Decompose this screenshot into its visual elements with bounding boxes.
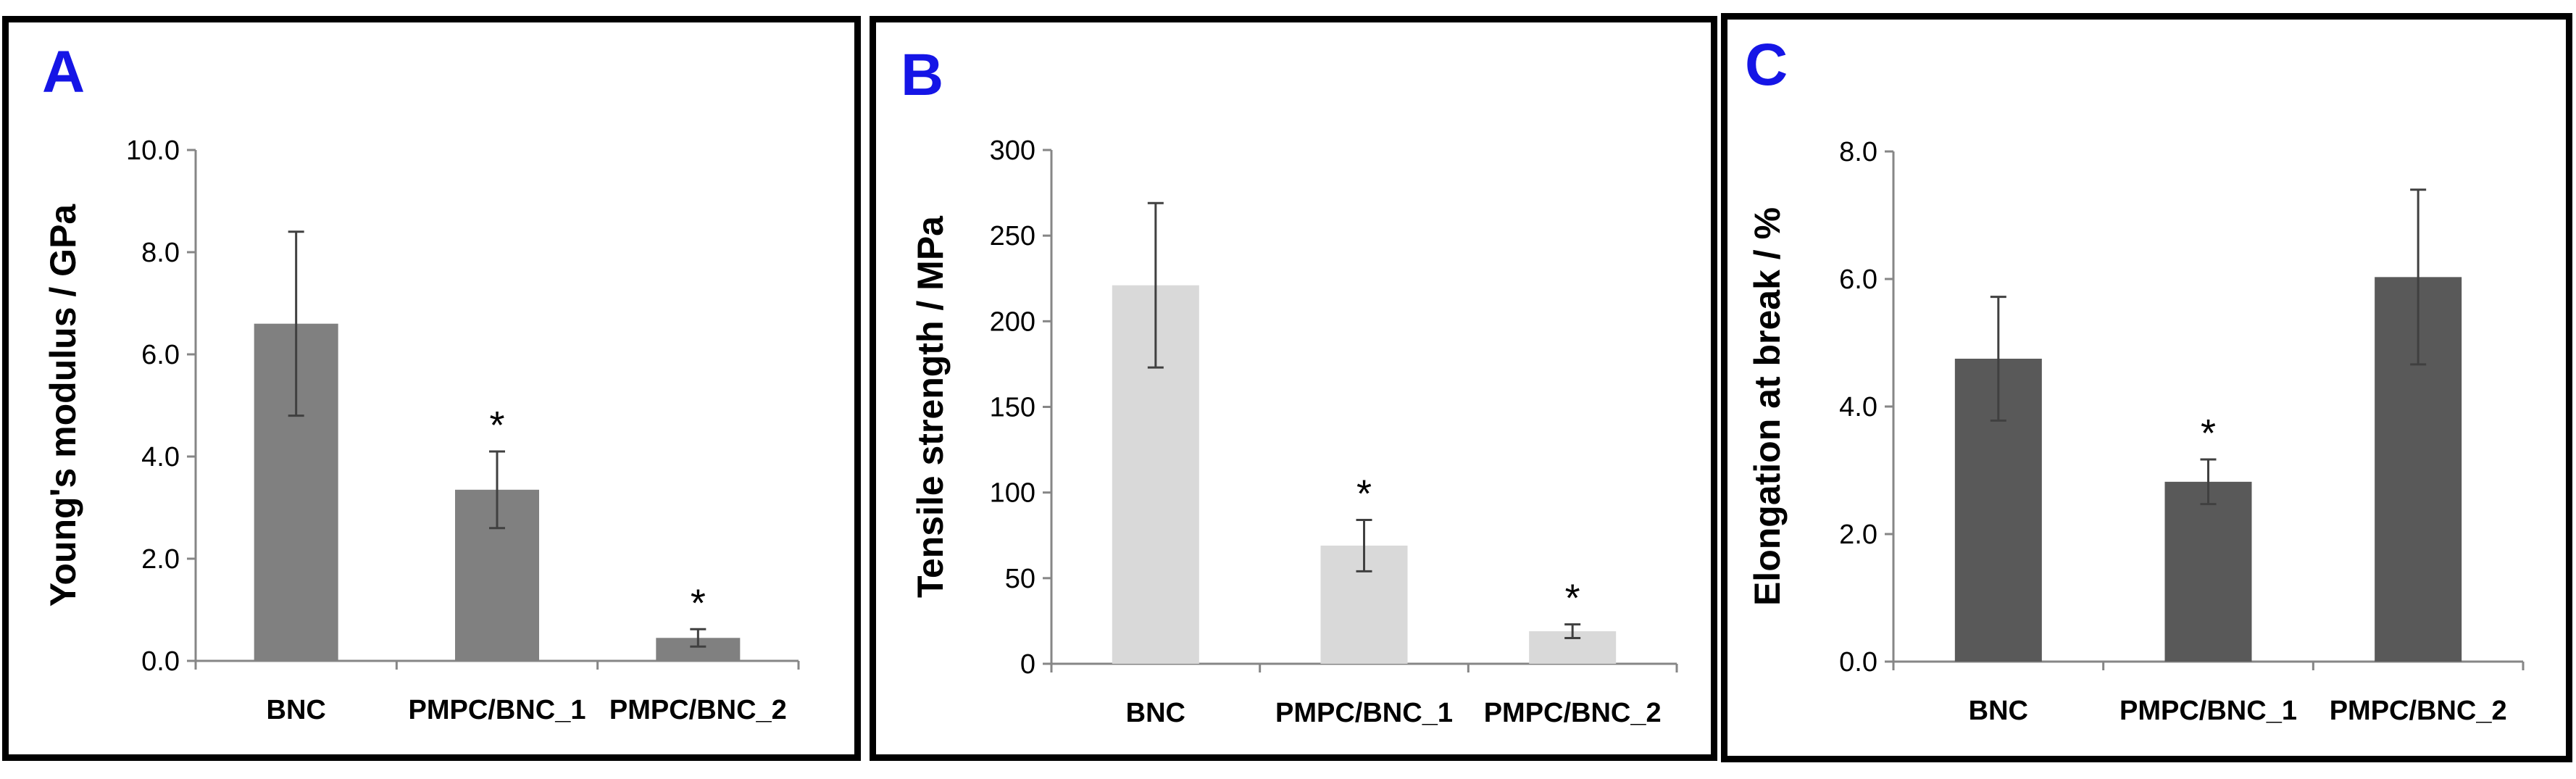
- y-tick-label-a: 8.0: [141, 238, 180, 268]
- y-tick-label-c: 6.0: [1839, 264, 1877, 295]
- chart-c-svg: C Elongation at break / % 0.0 2.0 4.0 6.0 8.0 B…: [1745, 32, 2525, 726]
- panel-label-b: B: [901, 42, 943, 108]
- chart-panel-c: C Elongation at break / % 0.0 2.0 4.0 6.0 8.0 B…: [1721, 13, 2572, 762]
- x-tick-label-a-3: PMPC/BNC_2: [609, 695, 787, 725]
- panel-label-c: C: [1745, 32, 1788, 98]
- y-axis-label-a: Young's modulus / GPa: [43, 204, 83, 607]
- y-axis-label-b: Tensile strength / MPa: [910, 215, 951, 598]
- y-tick-label-b: 300: [990, 136, 1035, 166]
- x-tick-label-a-1: BNC: [267, 695, 326, 725]
- x-tick-label-c-1: BNC: [1969, 696, 2028, 726]
- y-tick-label-c: 8.0: [1839, 137, 1877, 167]
- y-tick-label-b: 0: [1020, 649, 1035, 680]
- x-tick-label-c-3: PMPC/BNC_2: [2330, 696, 2507, 726]
- significance-mark-a-2: *: [489, 404, 504, 447]
- y-tick-label-b: 50: [1005, 564, 1035, 594]
- x-tick-label-b-3: PMPC/BNC_2: [1484, 698, 1662, 728]
- significance-mark-a-3: *: [691, 581, 706, 625]
- y-axis-label-c: Elongation at break / %: [1747, 207, 1788, 606]
- chart-a-svg: A Young's modulus / GPa 0.0 2.0 4.0 6.0 8.0 10.…: [42, 39, 800, 725]
- significance-mark-b-2: *: [1356, 472, 1372, 515]
- y-tick-label-c: 4.0: [1839, 392, 1877, 422]
- x-tick-label-b-1: BNC: [1126, 698, 1185, 728]
- y-tick-label-b: 100: [990, 478, 1035, 509]
- x-tick-label-a-2: PMPC/BNC_1: [409, 695, 586, 725]
- x-tick-label-b-2: PMPC/BNC_1: [1275, 698, 1453, 728]
- significance-mark-c-2: *: [2201, 412, 2216, 455]
- x-tick-label-c-2: PMPC/BNC_1: [2119, 696, 2297, 726]
- chart-panel-b: B Tensile strength / MPa 0 50 100 150 200 250 30…: [870, 16, 1717, 761]
- y-tick-label-a: 4.0: [141, 442, 180, 472]
- y-tick-label-b: 150: [990, 393, 1035, 423]
- y-tick-label-c: 2.0: [1839, 520, 1877, 550]
- bar-c-2: [2164, 481, 2252, 662]
- y-tick-label-b: 250: [990, 221, 1035, 251]
- y-tick-label-a: 2.0: [141, 544, 180, 575]
- y-tick-label-a: 6.0: [141, 340, 180, 370]
- chart-panel-a: A Young's modulus / GPa 0.0 2.0 4.0 6.0 8.0 10.…: [2, 16, 861, 761]
- y-tick-label-c: 0.0: [1839, 647, 1877, 678]
- panel-label-a: A: [42, 39, 85, 105]
- chart-b-svg: B Tensile strength / MPa 0 50 100 150 200 250 30…: [901, 42, 1678, 728]
- y-tick-label-a: 10.0: [126, 136, 180, 166]
- y-tick-label-b: 200: [990, 307, 1035, 337]
- significance-mark-b-3: *: [1565, 577, 1580, 620]
- y-tick-label-a: 0.0: [141, 646, 180, 677]
